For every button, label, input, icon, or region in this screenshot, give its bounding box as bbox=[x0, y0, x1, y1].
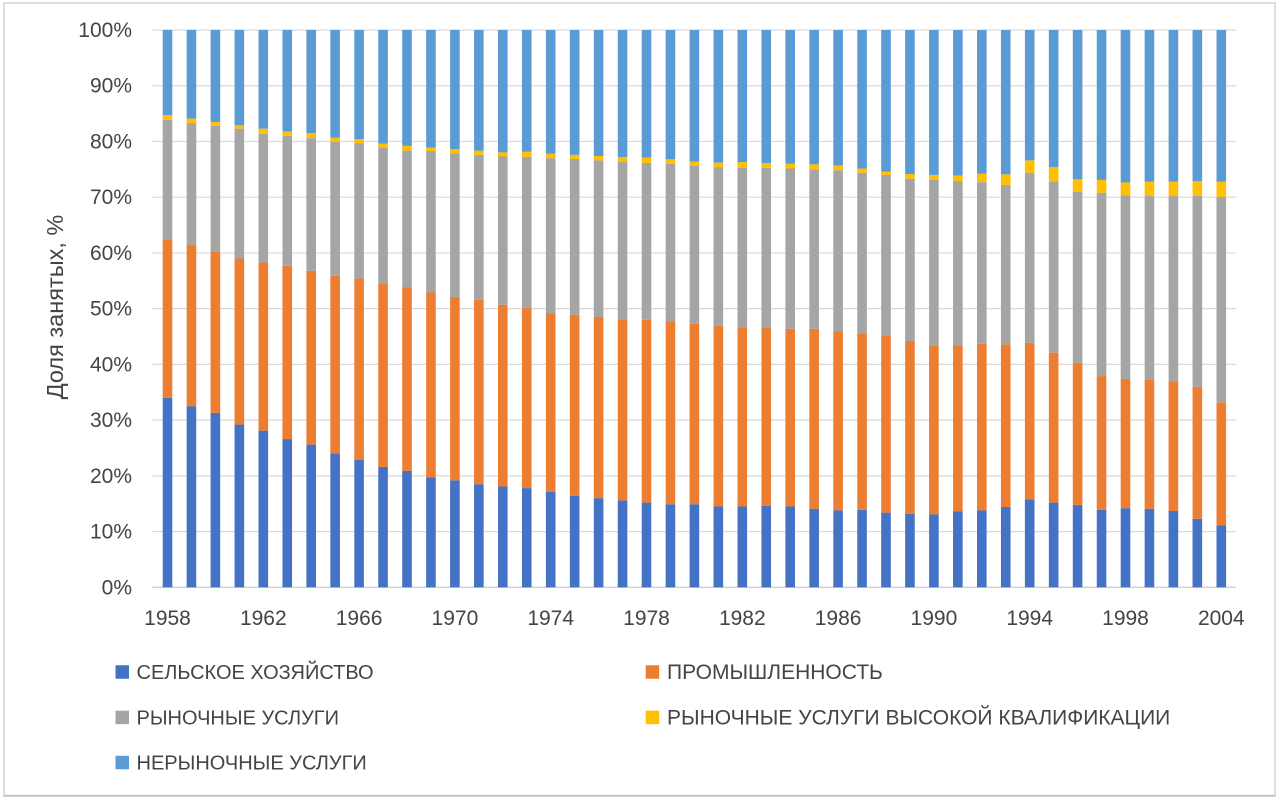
svg-text:1974: 1974 bbox=[527, 607, 574, 630]
svg-text:НЕРЫНОЧНЫЕ УСЛУГИ: НЕРЫНОЧНЫЕ УСЛУГИ bbox=[137, 753, 367, 775]
svg-text:Доля занятых, %: Доля занятых, % bbox=[42, 215, 68, 400]
svg-text:1966: 1966 bbox=[336, 607, 383, 630]
svg-text:1990: 1990 bbox=[911, 607, 958, 630]
svg-text:1962: 1962 bbox=[240, 607, 287, 630]
svg-text:РЫНОЧНЫЕ УСЛУГИ ВЫСОКОЙ КВАЛИФ: РЫНОЧНЫЕ УСЛУГИ ВЫСОКОЙ КВАЛИФИКАЦИИ bbox=[667, 705, 1170, 729]
svg-text:0%: 0% bbox=[102, 576, 132, 599]
svg-text:1978: 1978 bbox=[623, 607, 670, 630]
svg-text:1958: 1958 bbox=[144, 607, 191, 630]
svg-text:80%: 80% bbox=[90, 130, 132, 153]
svg-text:10%: 10% bbox=[90, 521, 132, 544]
svg-text:30%: 30% bbox=[90, 409, 132, 432]
svg-text:20%: 20% bbox=[90, 465, 132, 488]
svg-text:50%: 50% bbox=[90, 298, 132, 321]
svg-text:1998: 1998 bbox=[1102, 607, 1149, 630]
svg-text:1982: 1982 bbox=[719, 607, 766, 630]
svg-text:1994: 1994 bbox=[1006, 607, 1053, 630]
svg-text:2004: 2004 bbox=[1198, 607, 1245, 630]
svg-text:90%: 90% bbox=[90, 75, 132, 98]
svg-text:1970: 1970 bbox=[432, 607, 479, 630]
svg-text:40%: 40% bbox=[90, 353, 132, 376]
svg-text:100%: 100% bbox=[78, 19, 132, 42]
svg-text:70%: 70% bbox=[90, 186, 132, 209]
svg-text:СЕЛЬСКОЕ ХОЗЯЙСТВО: СЕЛЬСКОЕ ХОЗЯЙСТВО bbox=[137, 660, 374, 684]
svg-text:РЫНОЧНЫЕ УСЛУГИ: РЫНОЧНЫЕ УСЛУГИ bbox=[137, 707, 340, 729]
svg-text:1986: 1986 bbox=[815, 607, 862, 630]
svg-text:ПРОМЫШЛЕННОСТЬ: ПРОМЫШЛЕННОСТЬ bbox=[667, 661, 883, 684]
svg-text:60%: 60% bbox=[90, 242, 132, 265]
